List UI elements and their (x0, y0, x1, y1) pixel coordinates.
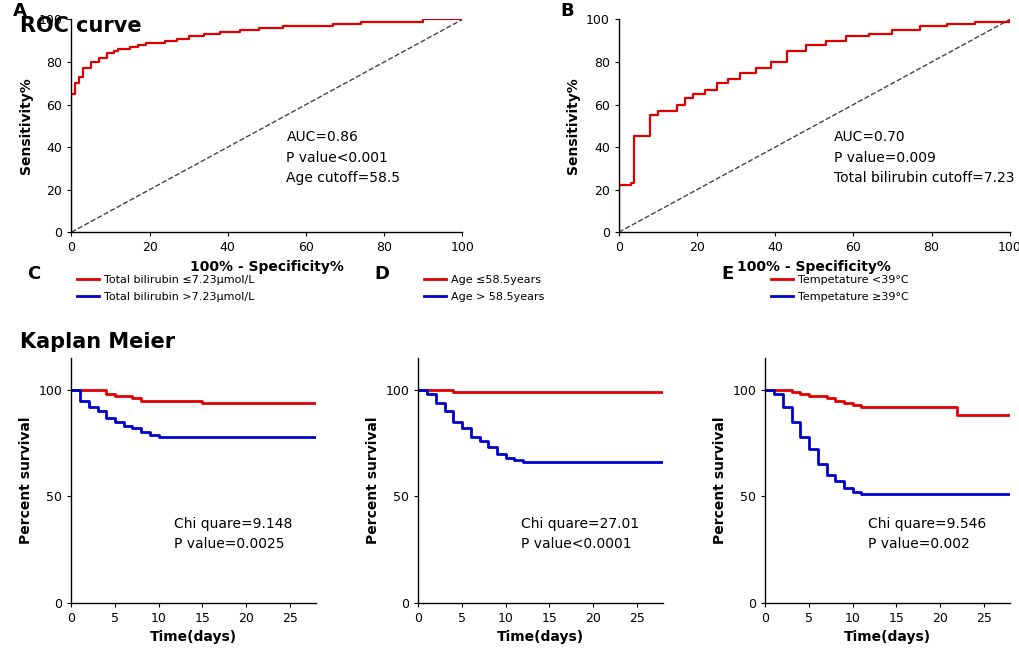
X-axis label: 100% - Specificity%: 100% - Specificity% (737, 260, 891, 273)
Legend: Age ≤58.5years, Age > 58.5years: Age ≤58.5years, Age > 58.5years (419, 271, 548, 306)
Text: Chi quare=27.01
P value<0.0001: Chi quare=27.01 P value<0.0001 (521, 517, 639, 551)
Y-axis label: Percent survival: Percent survival (712, 417, 727, 544)
Legend: Total bilirubin ≤7.23μmol/L, Total bilirubin >7.23μmol/L: Total bilirubin ≤7.23μmol/L, Total bilir… (72, 271, 259, 306)
Text: Kaplan Meier: Kaplan Meier (20, 332, 175, 353)
X-axis label: Time(days): Time(days) (496, 631, 584, 644)
Text: C: C (28, 265, 41, 283)
Text: ROC curve: ROC curve (20, 16, 142, 36)
Text: Chi quare=9.148
P value=0.0025: Chi quare=9.148 P value=0.0025 (174, 517, 292, 551)
Text: E: E (720, 265, 733, 283)
Y-axis label: Percent survival: Percent survival (19, 417, 33, 544)
Y-axis label: Sensitivity%: Sensitivity% (19, 78, 33, 174)
Text: D: D (374, 265, 389, 283)
Text: Chi quare=9.546
P value=0.002: Chi quare=9.546 P value=0.002 (867, 517, 985, 551)
Legend: Tempetature <39°C, Tempetature ≥39°C: Tempetature <39°C, Tempetature ≥39°C (765, 271, 913, 306)
Y-axis label: Sensitivity%: Sensitivity% (566, 78, 580, 174)
Y-axis label: Percent survival: Percent survival (366, 417, 380, 544)
Text: B: B (559, 3, 574, 21)
Text: AUC=0.86
P value<0.001
Age cutoff=58.5: AUC=0.86 P value<0.001 Age cutoff=58.5 (286, 130, 400, 185)
Text: A: A (13, 3, 26, 21)
X-axis label: Time(days): Time(days) (150, 631, 236, 644)
Text: AUC=0.70
P value=0.009
Total bilirubin cutoff=7.23: AUC=0.70 P value=0.009 Total bilirubin c… (834, 130, 1013, 185)
X-axis label: Time(days): Time(days) (844, 631, 930, 644)
X-axis label: 100% - Specificity%: 100% - Specificity% (190, 260, 343, 273)
